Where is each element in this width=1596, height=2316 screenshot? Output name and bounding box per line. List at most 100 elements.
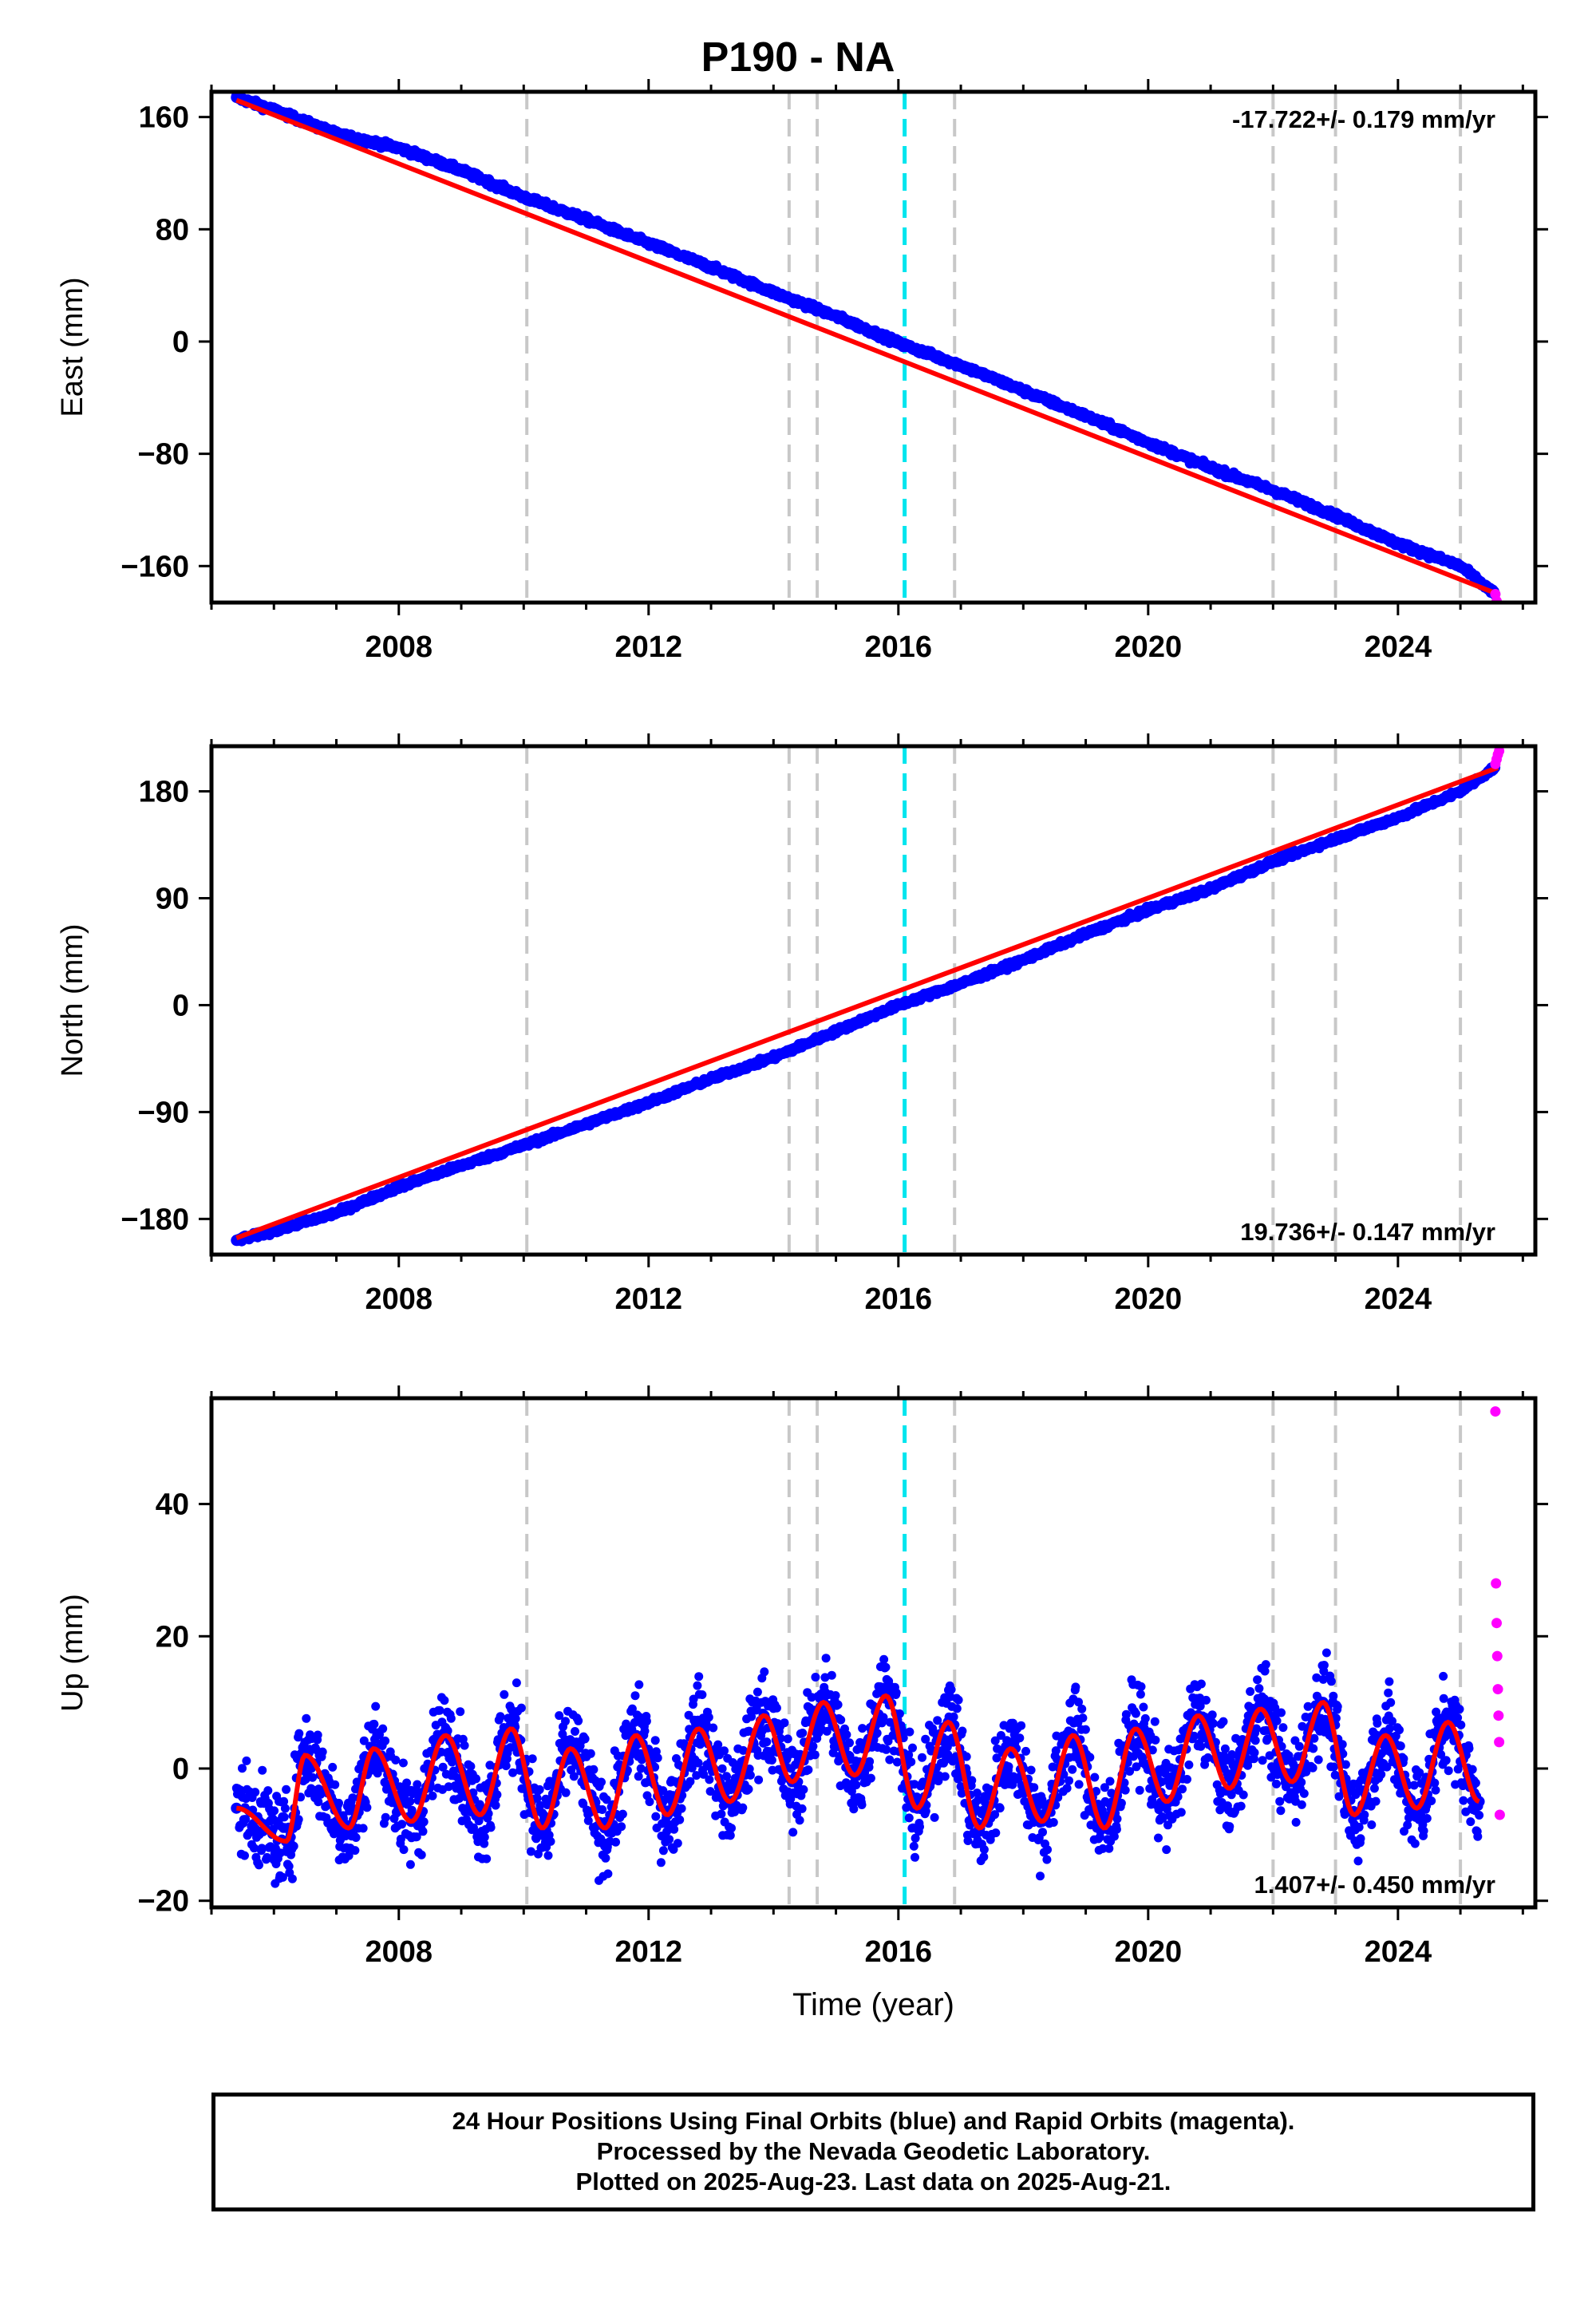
final-orbit-point — [381, 1812, 390, 1822]
rapid-orbit-points — [1490, 746, 1505, 769]
x-tick-label: 2024 — [1365, 630, 1432, 664]
final-orbit-point — [456, 164, 468, 176]
final-orbit-point — [241, 1815, 251, 1824]
final-orbit-point — [511, 1714, 520, 1723]
final-orbit-point — [546, 1836, 555, 1846]
final-orbit-point — [642, 1717, 651, 1726]
final-orbit-point — [1080, 928, 1092, 940]
final-orbit-point — [313, 1730, 322, 1740]
final-orbit-point — [397, 1820, 407, 1829]
final-orbit-point — [263, 1852, 272, 1862]
x-tick-label: 2016 — [865, 630, 933, 664]
final-orbit-point — [1205, 462, 1217, 474]
final-orbit-point — [428, 1791, 437, 1800]
final-orbit-point — [480, 1839, 489, 1848]
y-axis-label: East (mm) — [56, 277, 89, 417]
final-orbit-point — [768, 287, 780, 298]
final-orbit-point — [705, 1073, 717, 1085]
final-orbit-point — [460, 1741, 469, 1750]
y-tick-label: 160 — [139, 101, 189, 135]
final-orbit-point — [1392, 538, 1404, 550]
final-orbit-point — [482, 1854, 492, 1863]
final-orbit-point — [257, 1844, 267, 1853]
final-orbit-point — [1267, 856, 1279, 868]
final-orbit-point — [508, 1768, 518, 1777]
final-orbit-point — [446, 1713, 456, 1723]
final-orbit-point — [417, 1850, 426, 1860]
final-orbit-point — [287, 1874, 297, 1883]
final-orbit-point — [279, 1812, 289, 1822]
final-orbit-point — [653, 1753, 662, 1763]
final-orbit-point — [314, 1797, 323, 1807]
y-tick-label: −90 — [138, 1096, 189, 1129]
final-orbit-point — [580, 1118, 592, 1130]
final-orbit-point — [685, 1725, 694, 1734]
final-orbit-point — [282, 1784, 291, 1794]
final-orbit-point — [486, 1823, 496, 1832]
final-orbit-point — [580, 214, 592, 225]
final-orbit-point — [561, 1717, 570, 1726]
final-orbit-point — [381, 1736, 390, 1745]
final-orbit-point — [634, 1680, 644, 1690]
final-orbit-point — [1329, 833, 1341, 845]
y-tick-label: −160 — [120, 550, 189, 583]
final-orbit-point — [456, 1160, 468, 1172]
final-orbit-point — [362, 1803, 372, 1812]
plot-frame — [209, 89, 1538, 605]
final-orbit-point — [627, 1704, 637, 1713]
rapid-orbit-points — [1490, 588, 1502, 603]
x-tick-label: 2020 — [1115, 1282, 1183, 1316]
final-orbit-point — [518, 191, 530, 203]
final-orbit-point — [768, 1051, 780, 1063]
final-orbit-point — [263, 1786, 273, 1796]
final-orbit-point — [270, 1806, 279, 1816]
final-orbit-point — [693, 1681, 702, 1690]
final-orbit-point — [1267, 484, 1279, 496]
final-orbit-point — [1205, 883, 1217, 895]
final-orbit-point — [693, 1758, 703, 1768]
final-orbit-point — [350, 1846, 360, 1856]
final-orbit-point — [334, 1798, 343, 1808]
final-orbit-point — [328, 1762, 338, 1772]
final-orbit-point — [650, 1736, 660, 1745]
y-tick-label: 0 — [172, 326, 189, 359]
final-orbit-point — [640, 1726, 650, 1736]
final-orbit-point — [393, 1181, 405, 1193]
final-orbit-point — [330, 1207, 342, 1219]
rapid-orbit-point — [1494, 746, 1505, 757]
final-orbit-point — [435, 1705, 444, 1715]
final-orbit-point — [438, 1762, 448, 1772]
final-orbit-point — [358, 1824, 368, 1833]
final-orbit-point — [466, 1761, 476, 1771]
final-orbit-points — [231, 1648, 1485, 1888]
page-title: P190 - NA — [701, 34, 895, 81]
y-tick-label: 90 — [156, 883, 189, 916]
final-orbit-point — [413, 1780, 422, 1789]
final-orbit-point — [258, 1765, 267, 1775]
final-orbit-point — [634, 1772, 643, 1781]
final-orbit-point — [496, 1712, 505, 1721]
final-orbit-point — [642, 1097, 654, 1109]
final-orbit-point — [278, 1872, 287, 1882]
final-orbit-point — [645, 1797, 654, 1807]
final-orbit-point — [279, 1796, 289, 1806]
final-orbit-point — [555, 1711, 564, 1721]
final-orbit-point — [589, 1765, 598, 1774]
final-orbit-point — [526, 1847, 535, 1856]
final-orbit-point — [586, 1749, 595, 1758]
final-orbit-point — [601, 1853, 610, 1863]
final-orbit-point — [574, 1716, 583, 1725]
plot-area — [231, 92, 1502, 603]
final-orbit-point — [692, 1771, 701, 1780]
final-orbit-point — [371, 1701, 381, 1711]
final-orbit-point — [1455, 560, 1467, 572]
final-orbit-point — [535, 1784, 544, 1794]
final-orbit-point — [535, 1800, 545, 1810]
final-orbit-point — [251, 1788, 260, 1797]
model-fit-line — [235, 765, 1499, 1240]
final-orbit-point — [611, 1837, 620, 1847]
final-orbit-point — [501, 1761, 511, 1771]
final-orbit-point — [402, 1778, 412, 1788]
